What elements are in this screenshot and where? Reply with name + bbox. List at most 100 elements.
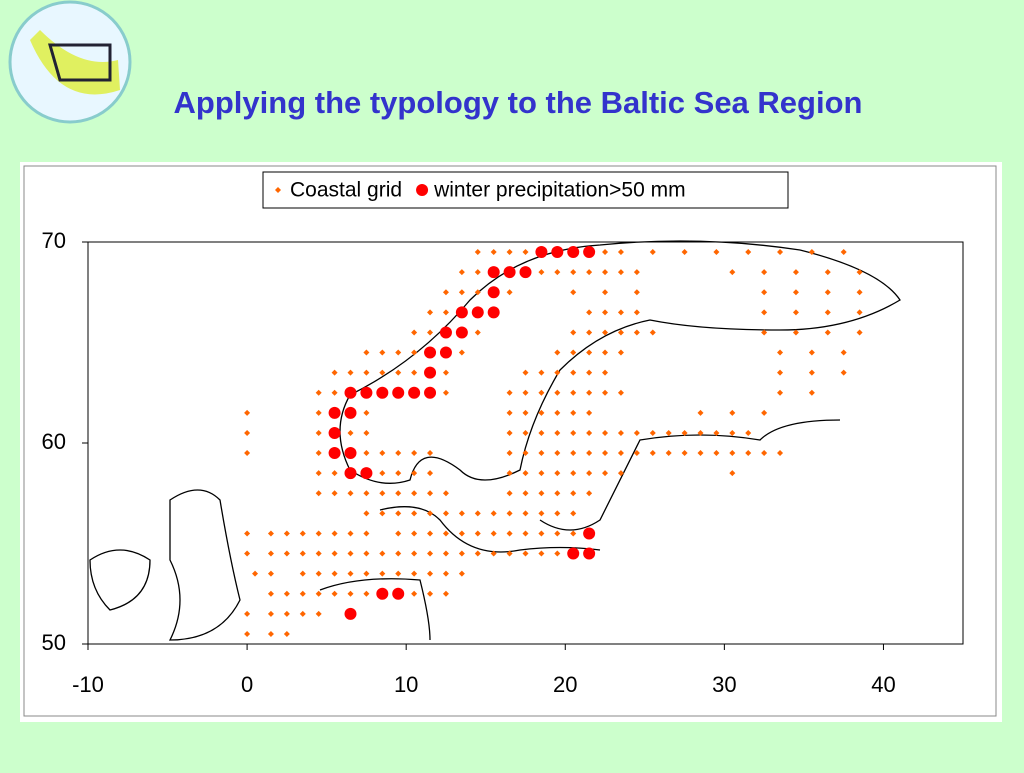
point [586,389,593,396]
point [439,326,452,339]
point [554,349,561,356]
point [503,266,516,279]
point [777,369,784,376]
point [427,550,434,557]
point [395,450,402,457]
point [713,249,720,256]
point [506,490,513,497]
point [761,269,768,276]
point [538,530,545,537]
point [347,570,354,577]
point [538,409,545,416]
point [328,406,341,419]
point [424,366,437,379]
y-tick-label: 50 [42,630,66,655]
legend [262,171,789,209]
point [617,349,624,356]
point [363,530,370,537]
point [363,490,370,497]
point [602,389,609,396]
plot-area [87,241,964,645]
point [586,309,593,316]
point [522,249,529,256]
point [777,349,784,356]
point [315,530,322,537]
point [697,429,704,436]
point [649,249,656,256]
point [379,490,386,497]
point [363,570,370,577]
point [761,450,768,457]
point [283,590,290,597]
point [538,389,545,396]
point [586,329,593,336]
point [490,550,497,557]
point [363,349,370,356]
point [649,429,656,436]
point [315,389,322,396]
point [602,329,609,336]
point [442,550,449,557]
point [439,346,452,359]
chart-border [23,165,997,717]
point [602,289,609,296]
point [570,289,577,296]
point [379,510,386,517]
point [331,490,338,497]
point [442,389,449,396]
point [506,389,513,396]
point [824,289,831,296]
point [554,530,561,537]
point [474,329,481,336]
point [665,429,672,436]
point [522,490,529,497]
point [633,269,640,276]
point [713,429,720,436]
point [761,409,768,416]
point [554,450,561,457]
point [458,289,465,296]
point [442,369,449,376]
legend-marker [275,187,281,193]
point [363,590,370,597]
point [697,409,704,416]
point [411,590,418,597]
point [252,570,259,577]
point [267,570,274,577]
point [583,547,596,560]
point [777,249,784,256]
point [522,510,529,517]
point [856,269,863,276]
point [808,349,815,356]
point [792,309,799,316]
point [458,530,465,537]
point [347,590,354,597]
point [554,269,561,276]
point [538,369,545,376]
point [856,289,863,296]
slide-title: Applying the typology to the Baltic Sea … [174,85,863,120]
point [344,386,357,399]
point [554,429,561,436]
point [570,450,577,457]
point [586,369,593,376]
point [363,369,370,376]
point [490,530,497,537]
point [411,530,418,537]
point [471,306,484,319]
point [347,429,354,436]
point [824,309,831,316]
point [729,429,736,436]
point [570,269,577,276]
point [360,386,373,399]
point [408,386,421,399]
point [633,329,640,336]
point [856,329,863,336]
x-tick-label: 20 [553,672,577,697]
point [244,450,251,457]
point [713,450,720,457]
point [411,570,418,577]
point [395,570,402,577]
point [442,309,449,316]
point [395,490,402,497]
